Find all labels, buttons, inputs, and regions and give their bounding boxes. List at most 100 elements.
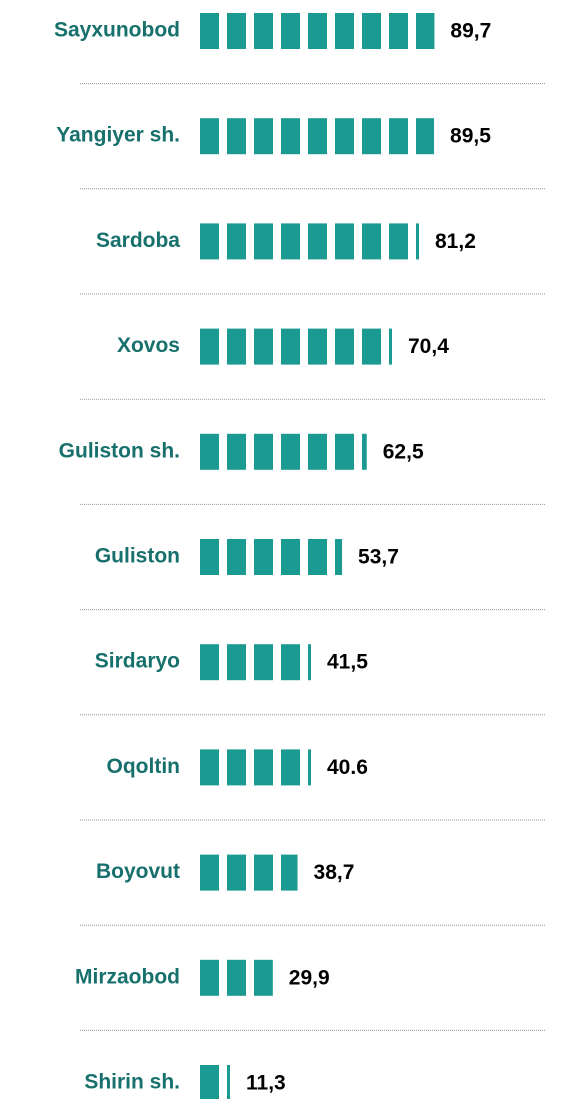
bar-block xyxy=(200,118,219,155)
bar-block xyxy=(281,328,300,365)
value-label: 11,3 xyxy=(246,1072,286,1095)
bar-block xyxy=(254,223,273,260)
category-label: Sardoba xyxy=(96,229,180,252)
bar-block xyxy=(227,959,246,996)
bar xyxy=(200,328,392,365)
bar-block xyxy=(335,118,354,155)
bar-block xyxy=(227,223,246,260)
bar-block xyxy=(281,749,300,786)
bar xyxy=(200,13,435,49)
bar-block xyxy=(308,13,327,49)
bar xyxy=(200,959,273,996)
bar-block xyxy=(389,118,408,155)
bar xyxy=(200,223,419,260)
bar-block xyxy=(362,223,381,260)
bar-block xyxy=(227,644,246,681)
bar-block xyxy=(227,328,246,365)
bar-block xyxy=(281,13,300,49)
bar-block xyxy=(254,118,273,155)
bar-block xyxy=(335,328,354,365)
bar-block xyxy=(308,749,311,786)
value-label: 89,7 xyxy=(450,20,491,43)
bar-block xyxy=(200,749,219,786)
bar-block xyxy=(200,539,219,575)
bar-block xyxy=(254,13,273,49)
value-label: 81,2 xyxy=(435,230,476,253)
bar-block xyxy=(389,223,408,260)
bar-block xyxy=(227,433,246,470)
category-label: Oqoltin xyxy=(107,755,180,778)
bar-block xyxy=(200,433,219,470)
bar-block xyxy=(308,539,327,575)
bar-block xyxy=(281,854,298,891)
bar-block xyxy=(200,854,219,891)
bar-block xyxy=(416,118,435,155)
category-label: Shirin sh. xyxy=(84,1071,180,1094)
bar-block xyxy=(335,223,354,260)
value-label: 40.6 xyxy=(327,756,368,779)
bar-block xyxy=(389,13,408,49)
value-label: 53,7 xyxy=(358,546,399,569)
bar-block xyxy=(308,433,327,470)
value-label: 41,5 xyxy=(327,651,368,674)
bar-block xyxy=(308,223,327,260)
bar-block xyxy=(254,749,273,786)
bar xyxy=(200,433,367,470)
bar-block xyxy=(227,118,246,155)
bar-block xyxy=(281,539,300,575)
value-label: 70,4 xyxy=(408,335,449,358)
bar-block xyxy=(416,13,435,49)
bar-block xyxy=(254,959,273,996)
bar-block xyxy=(281,644,300,681)
bar-block xyxy=(362,13,381,49)
bar xyxy=(200,118,435,155)
bar-block xyxy=(308,644,311,681)
value-label: 89,5 xyxy=(450,125,491,148)
value-label: 29,9 xyxy=(289,966,330,989)
bar-block xyxy=(362,433,367,470)
bar-block xyxy=(389,328,392,365)
bar-block xyxy=(200,1065,219,1101)
value-label: 62,5 xyxy=(383,440,424,463)
bar-block xyxy=(254,433,273,470)
bar-block xyxy=(227,539,246,575)
bar-block xyxy=(362,118,381,155)
bar-block xyxy=(227,13,246,49)
category-label: Xovos xyxy=(117,334,180,357)
bar-block xyxy=(200,959,219,996)
bar-block xyxy=(335,13,354,49)
bar xyxy=(200,749,311,786)
bar-block xyxy=(308,328,327,365)
bar-block xyxy=(281,118,300,155)
bar xyxy=(200,1065,230,1101)
category-label: Sirdaryo xyxy=(95,650,180,673)
bar-block xyxy=(281,433,300,470)
category-label: Guliston sh. xyxy=(59,439,180,462)
bar-block xyxy=(254,854,273,891)
bar-block xyxy=(335,433,354,470)
bar-block xyxy=(308,118,327,155)
bar-block xyxy=(227,749,246,786)
bar xyxy=(200,539,343,575)
value-label: 38,7 xyxy=(314,861,355,884)
bar-block xyxy=(227,854,246,891)
category-label: Boyovut xyxy=(96,860,180,883)
category-label: Yangiyer sh. xyxy=(56,124,180,147)
bar-block xyxy=(200,13,219,49)
bar-block xyxy=(335,539,343,575)
bar xyxy=(200,854,298,891)
bar-block xyxy=(227,1065,230,1101)
category-label: Sayxunobod xyxy=(54,19,180,42)
bar-block xyxy=(281,223,300,260)
category-label: Guliston xyxy=(95,545,180,568)
bar-block xyxy=(362,328,381,365)
bar xyxy=(200,644,311,681)
bar-block xyxy=(254,328,273,365)
bar-block xyxy=(200,644,219,681)
bar-block xyxy=(200,223,219,260)
bar-block xyxy=(416,223,419,260)
bar-block xyxy=(200,328,219,365)
bar-block xyxy=(254,539,273,575)
